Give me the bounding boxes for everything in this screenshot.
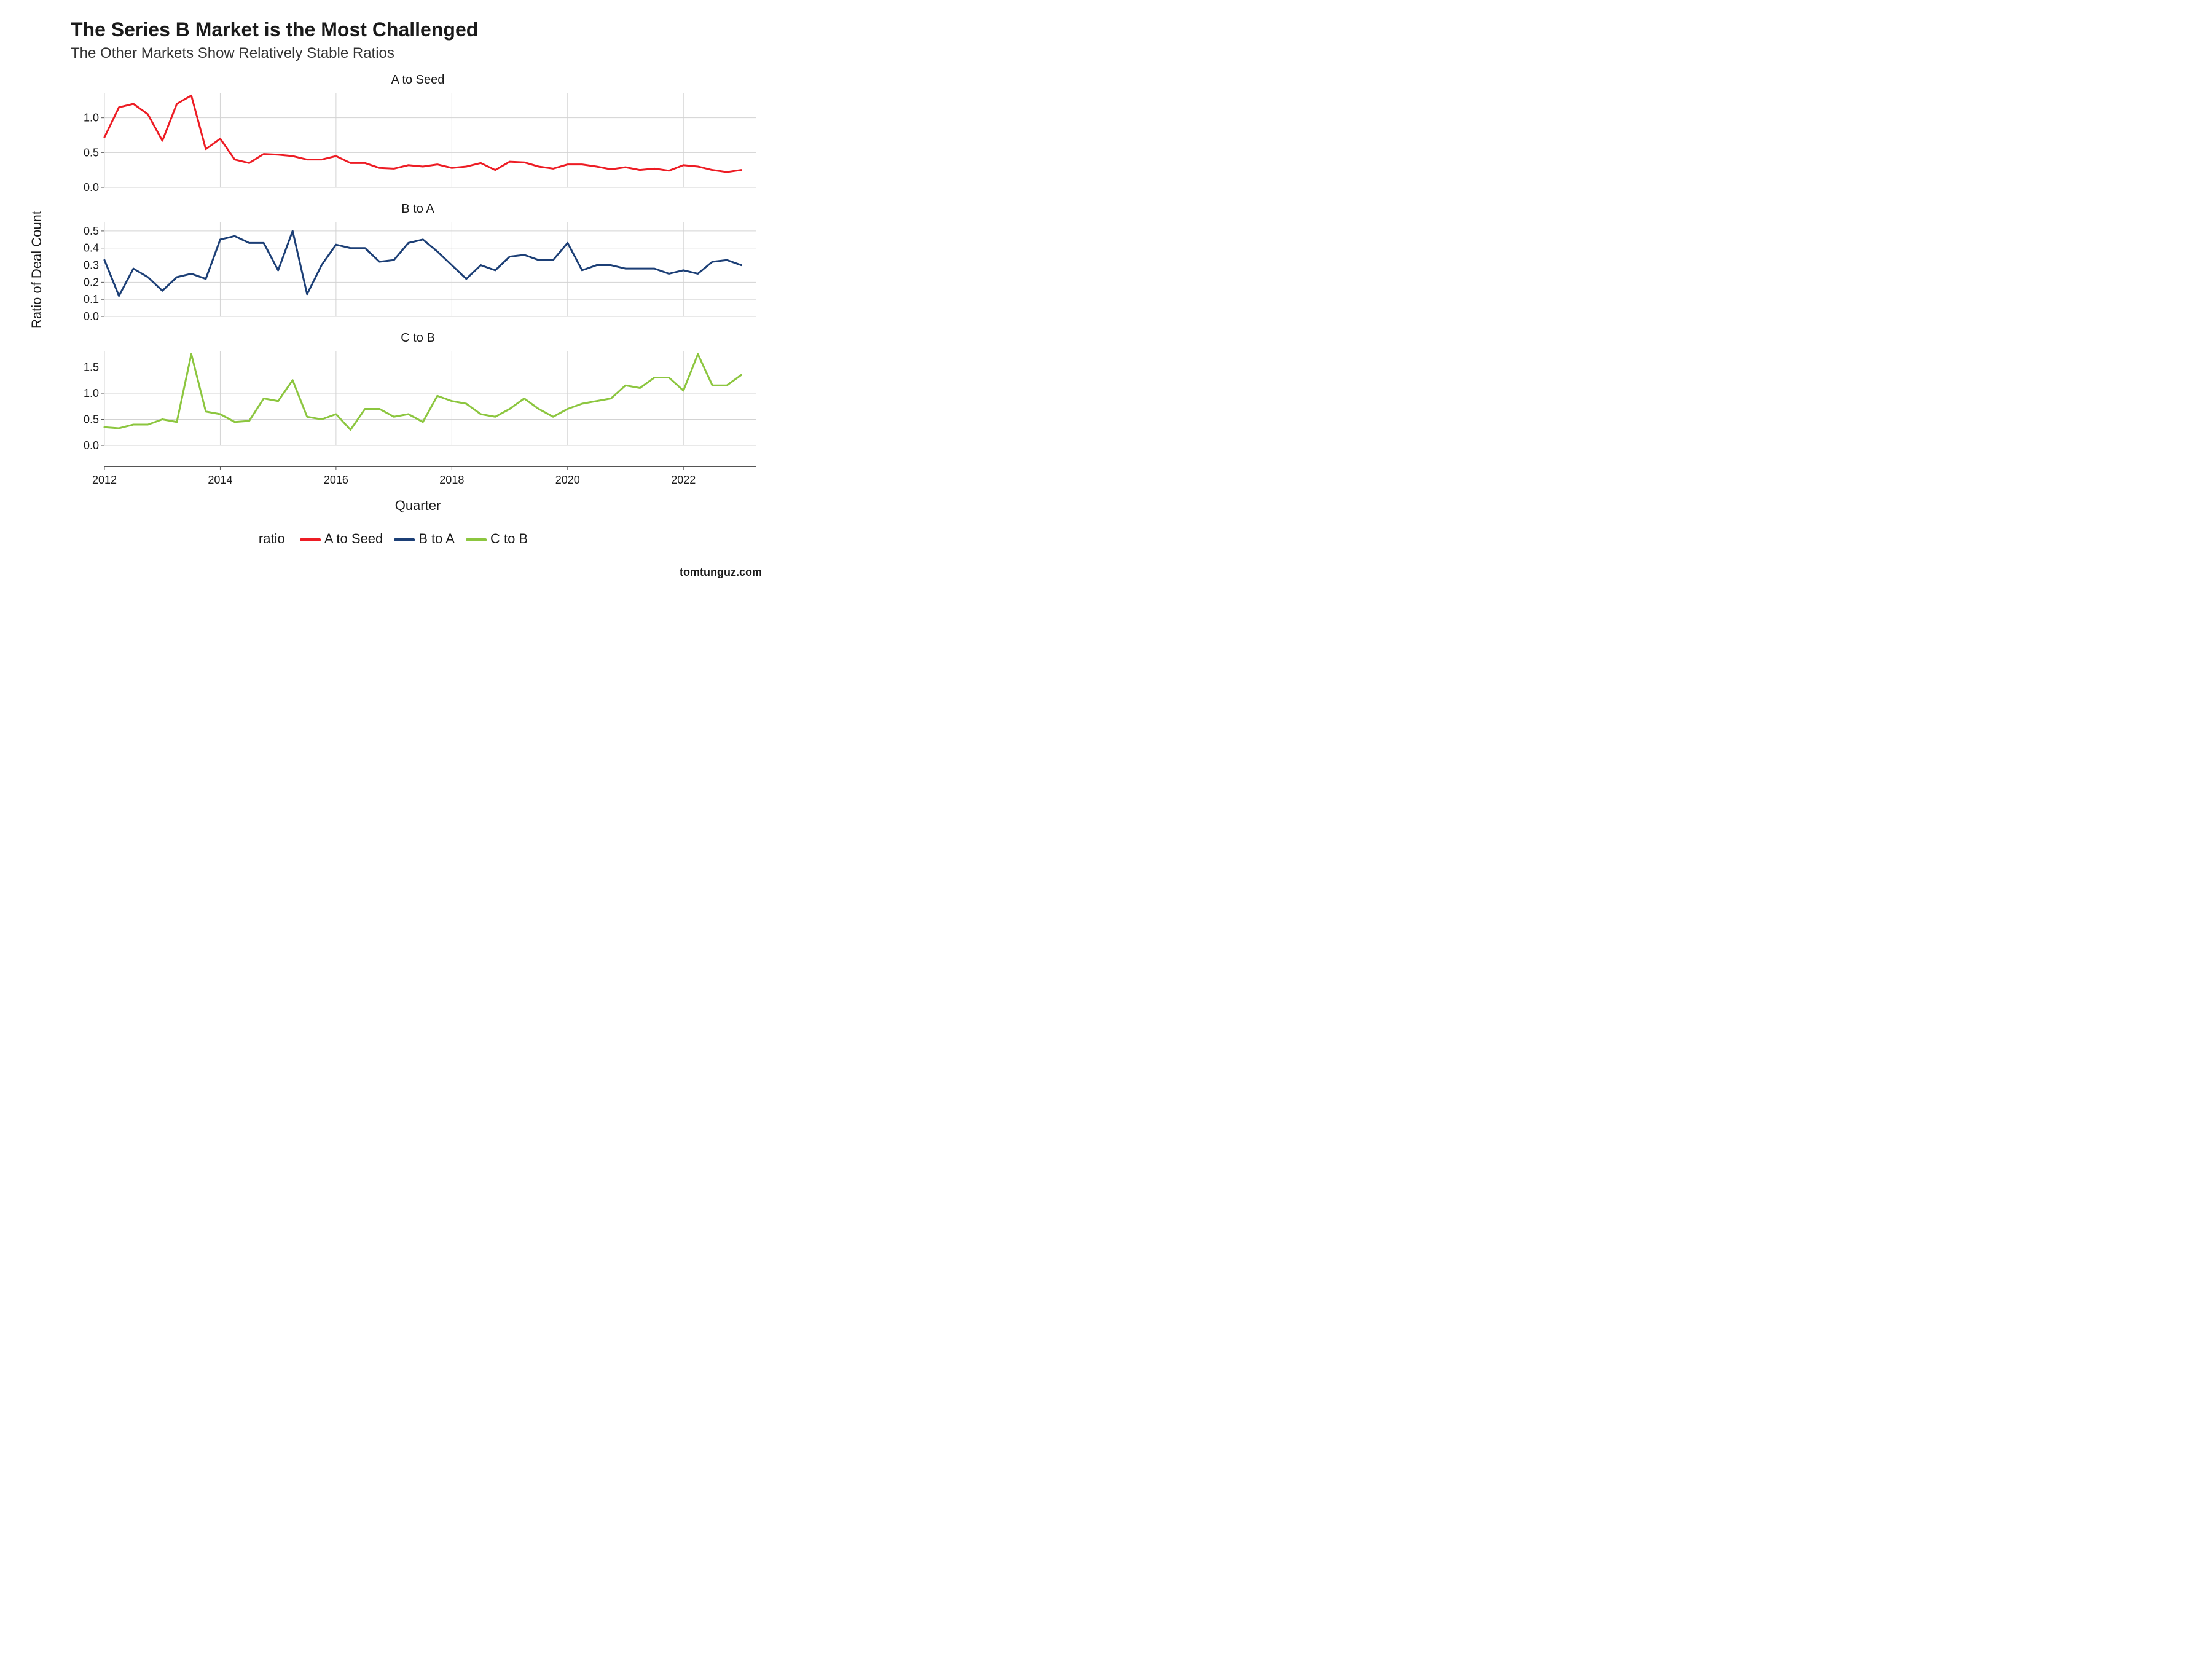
panel-c_to_b: C to B 0.0 0.5 1.0 1.5 xyxy=(71,331,765,448)
y-tick-label: 0.5 xyxy=(84,225,99,237)
y-tick-label: 0.4 xyxy=(84,242,99,254)
x-axis-block: 2012 2014 2016 2018 2020 2022 Quarter xyxy=(71,466,765,514)
series-line-a_to_seed xyxy=(104,95,741,172)
panels-container: A to Seed0.00.51.0B to A0.00.10.20.30.40… xyxy=(71,73,765,448)
panel-title-c_to_b: C to B xyxy=(71,331,765,345)
legend-swatch xyxy=(300,538,321,541)
panel-svg-a_to_seed: 0.0 0.5 1.0 xyxy=(71,90,765,191)
y-tick-label: 0.3 xyxy=(84,259,99,272)
panel-svg-b_to_a: 0.0 0.1 0.2 0.3 0.4 0.5 xyxy=(71,219,765,320)
chart-page: The Series B Market is the Most Challeng… xyxy=(0,0,786,590)
y-tick-label: 1.0 xyxy=(84,112,99,124)
x-tick-label: 2018 xyxy=(439,474,464,486)
panel-title-b_to_a: B to A xyxy=(71,202,765,216)
legend-label: A to Seed xyxy=(324,531,383,546)
x-tick-label: 2012 xyxy=(92,474,117,486)
series-line-c_to_b xyxy=(104,354,741,429)
series-line-b_to_a xyxy=(104,231,741,296)
legend-label: B to A xyxy=(418,531,455,546)
x-tick-label: 2022 xyxy=(671,474,696,486)
legend-title: ratio xyxy=(259,531,285,546)
legend: ratio A to Seed B to A C to B xyxy=(25,531,762,547)
plot-area: Ratio of Deal Count A to Seed0.00.51.0B … xyxy=(71,73,765,466)
y-tick-label: 0.5 xyxy=(84,146,99,159)
panel-b_to_a: B to A 0.0 0.1 0.2 0.3 0.4 0.5 xyxy=(71,202,765,319)
panel-svg-c_to_b: 0.0 0.5 1.0 1.5 xyxy=(71,348,765,449)
legend-label: C to B xyxy=(490,531,528,546)
y-tick-label: 0.0 xyxy=(84,439,99,449)
y-tick-label: 0.1 xyxy=(84,293,99,305)
x-tick-label: 2016 xyxy=(324,474,348,486)
legend-swatch xyxy=(466,538,487,541)
x-axis: 2012 2014 2016 2018 2020 2022 xyxy=(71,466,765,491)
x-axis-label: Quarter xyxy=(71,498,765,514)
legend-swatch xyxy=(394,538,415,541)
y-tick-label: 0.0 xyxy=(84,181,99,191)
y-tick-label: 1.0 xyxy=(84,387,99,399)
chart-title: The Series B Market is the Most Challeng… xyxy=(71,18,762,41)
attribution: tomtunguz.com xyxy=(680,566,762,579)
x-tick-label: 2014 xyxy=(208,474,232,486)
x-tick-label: 2020 xyxy=(555,474,580,486)
y-tick-label: 0.0 xyxy=(84,310,99,320)
y-tick-label: 1.5 xyxy=(84,361,99,374)
y-tick-label: 0.5 xyxy=(84,414,99,426)
y-tick-label: 0.2 xyxy=(84,276,99,288)
panel-title-a_to_seed: A to Seed xyxy=(71,73,765,87)
y-axis-label: Ratio of Deal Count xyxy=(29,211,45,329)
chart-subtitle: The Other Markets Show Relatively Stable… xyxy=(71,45,762,62)
panel-a_to_seed: A to Seed 0.0 0.5 1.0 xyxy=(71,73,765,190)
